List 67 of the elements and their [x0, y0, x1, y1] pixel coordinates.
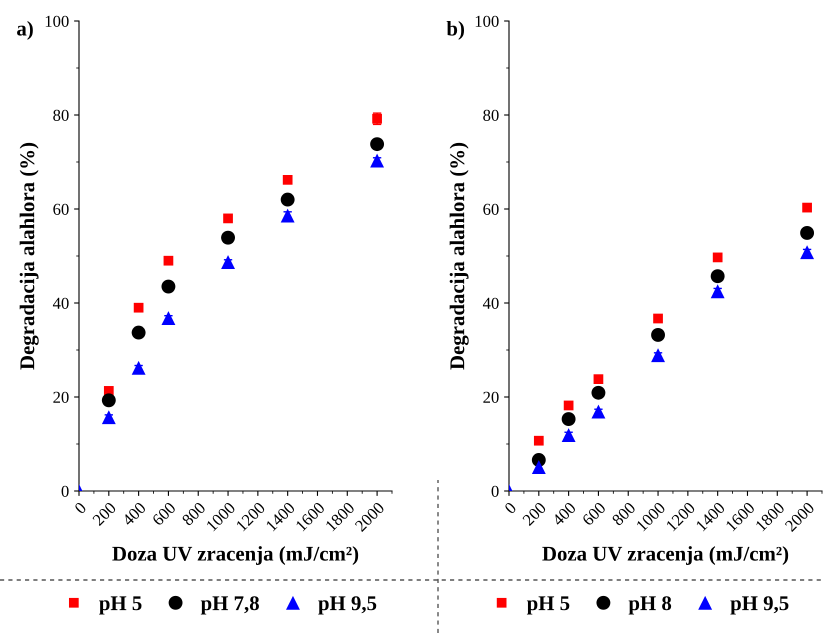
y-tick-label: 20: [483, 392, 499, 403]
chart-title: b): [446, 21, 464, 40]
point: [221, 255, 235, 270]
x-tick-label: 800: [611, 502, 636, 526]
x-axis-title: Doza UV zracenja (mJ/cm²): [112, 546, 358, 565]
x-axis-title: Doza UV zracenja (mJ/cm²): [542, 546, 788, 565]
y-tick-label: 20: [53, 392, 69, 403]
point: [712, 252, 723, 262]
x-tick-label: 400: [552, 502, 576, 526]
legend-label: pH 5: [526, 596, 570, 615]
point: [132, 360, 146, 375]
y-tick-label: 60: [53, 204, 69, 215]
point: [800, 245, 814, 260]
point: [280, 192, 295, 207]
legend-label: pH 8: [628, 596, 672, 615]
point: [651, 348, 665, 362]
point: [591, 404, 606, 419]
point: [164, 256, 174, 266]
y-tick-label: 80: [53, 110, 69, 121]
point: [800, 226, 814, 240]
point: [802, 202, 812, 212]
y-tick-label: 80: [483, 110, 499, 121]
point: [710, 269, 725, 284]
x-tick-label: 0: [74, 502, 87, 514]
x-tick-label: 0: [504, 502, 517, 514]
legend-label: pH 5: [99, 596, 142, 615]
y-tick-label: 60: [483, 204, 499, 215]
y-tick-label: 0: [492, 486, 499, 497]
y-tick-label: 100: [46, 16, 69, 27]
x-tick-label: 400: [122, 502, 146, 526]
legend-label: pH 9,5: [318, 596, 376, 615]
legend-label: pH 7,8: [200, 596, 259, 615]
point: [134, 302, 144, 313]
x-tick-label: 200: [92, 502, 117, 526]
point: [223, 214, 233, 224]
point: [221, 230, 235, 245]
point: [710, 284, 725, 298]
point: [534, 436, 544, 446]
point: [562, 428, 576, 442]
y-tick-label: 40: [52, 298, 69, 309]
point: [370, 154, 384, 168]
point: [161, 311, 176, 325]
point: [591, 386, 606, 400]
x-tick-label: 200: [522, 502, 547, 526]
y-tick-label: 100: [476, 16, 499, 27]
point: [651, 328, 665, 342]
chart-title: a): [17, 21, 33, 40]
point: [280, 208, 295, 223]
y-tick-label: 40: [482, 298, 499, 309]
point: [161, 280, 176, 294]
point: [653, 314, 663, 324]
legend-label: pH 9,5: [730, 596, 788, 615]
point: [594, 374, 604, 384]
point: [564, 400, 574, 410]
y-axis-title: Degradacija alahlora (%): [20, 142, 39, 370]
x-tick-label: 600: [152, 502, 176, 526]
y-axis-title: Degradacija alahlora (%): [450, 142, 469, 370]
point: [532, 460, 546, 474]
x-tick-label: 600: [582, 502, 606, 526]
point: [282, 175, 293, 185]
point: [102, 410, 116, 424]
x-tick-label: 800: [181, 502, 206, 526]
point: [132, 326, 146, 340]
point: [562, 412, 576, 426]
y-tick-label: 0: [62, 486, 69, 497]
point: [370, 137, 384, 152]
point: [102, 393, 116, 408]
